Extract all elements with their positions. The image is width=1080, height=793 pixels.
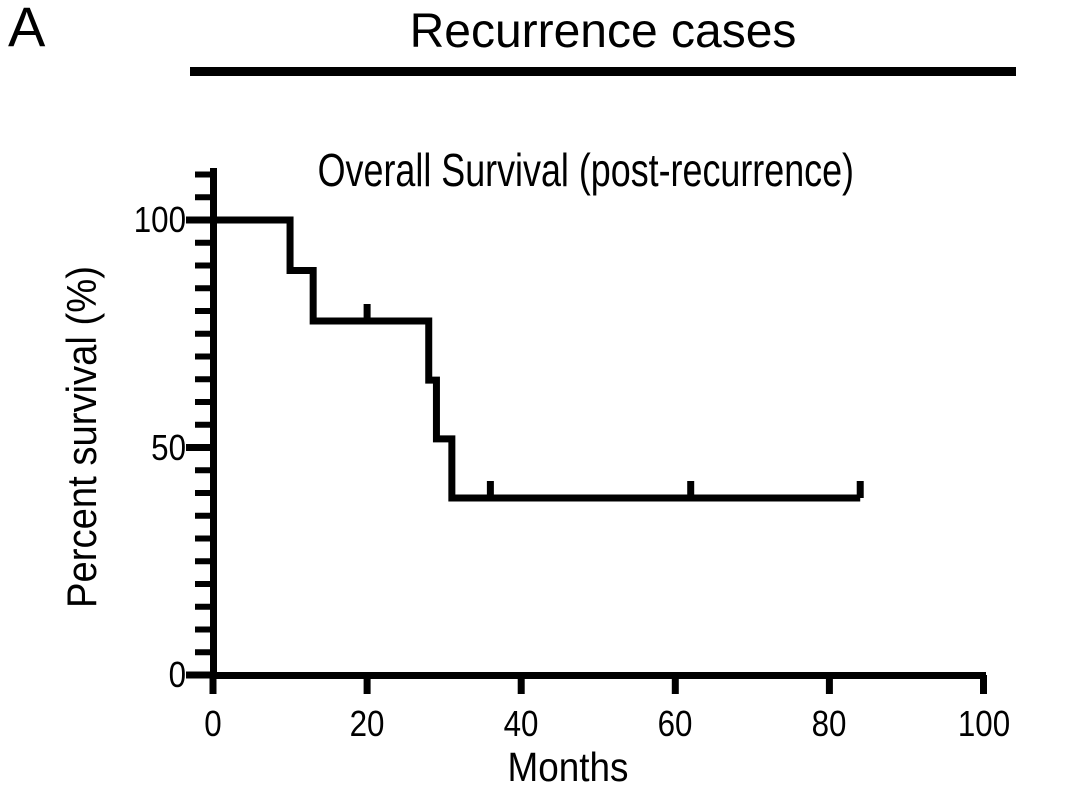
panel-label: A <box>8 0 46 58</box>
km-step-curve <box>213 216 861 502</box>
x-axis-label: Months <box>507 744 629 790</box>
chart-title-wrap: Overall Survival (post-recurrence) <box>200 144 972 197</box>
header-underline <box>190 67 1016 76</box>
figure-title: Recurrence cases <box>409 5 797 58</box>
chart-title: Overall Survival (post-recurrence) <box>317 144 855 196</box>
x-axis-label-wrap: Months <box>501 744 635 791</box>
figure-header: Recurrence cases <box>190 4 1016 59</box>
